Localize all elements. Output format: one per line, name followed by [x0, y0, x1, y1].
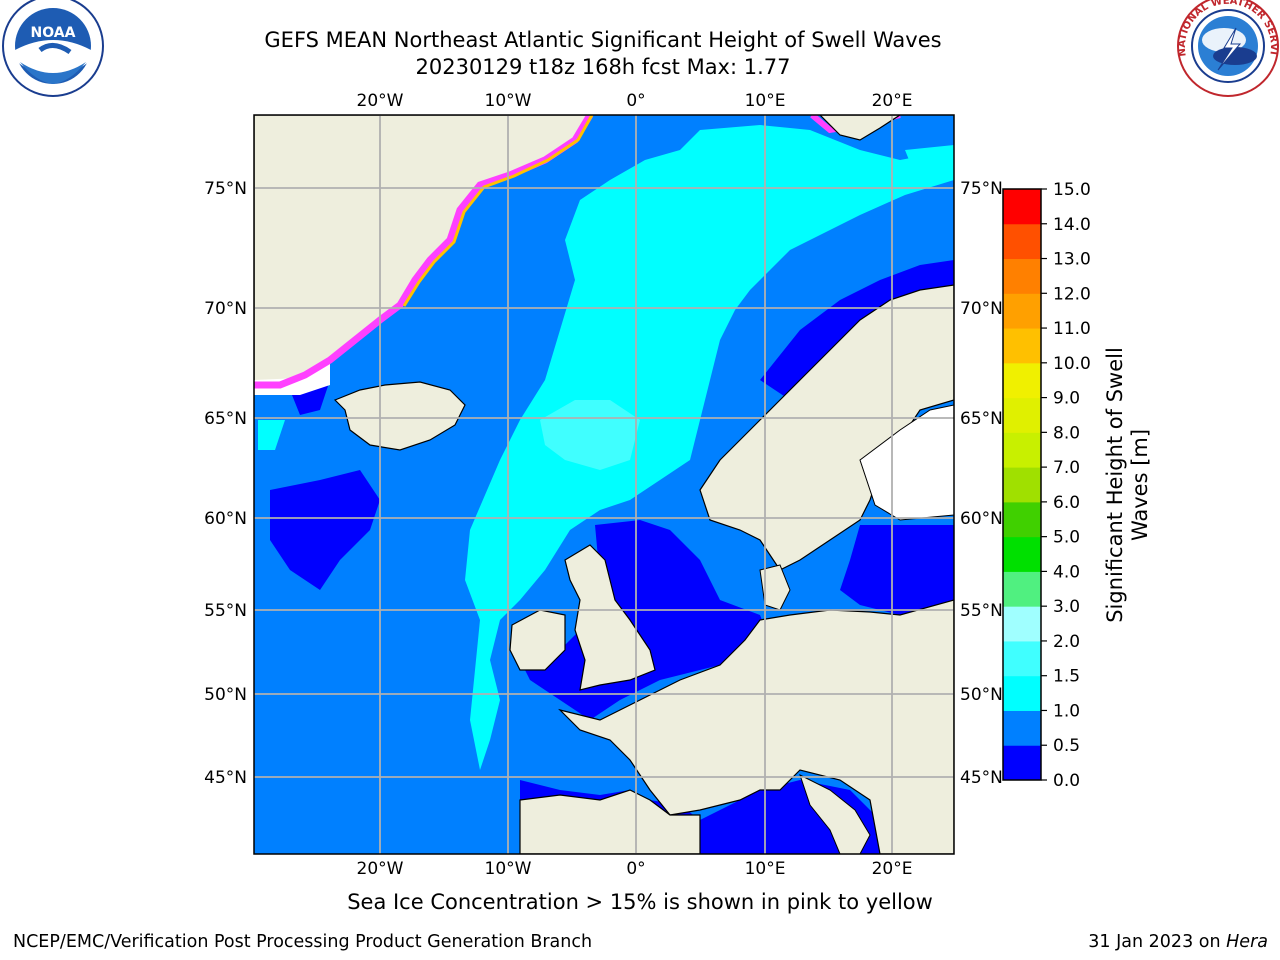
colorbar-tick-label: 0.5 — [1053, 736, 1080, 756]
nws-logo-text: NATIONAL WEATHER SERVICE — [0, 0, 1279, 57]
left-tick: 45°N — [204, 768, 247, 788]
colorbar-tick-label: 1.5 — [1053, 667, 1080, 687]
colorbar-ticks: 15.0 14.0 13.0 12.0 11.0 10.0 9.0 8.0 7.0 6.0 5.0 4… — [1041, 180, 1091, 791]
colorbar-band — [1003, 745, 1041, 781]
colorbar-band — [1003, 293, 1041, 329]
left-tick: 55°N — [204, 601, 247, 621]
colorbar — [1002, 188, 1042, 781]
map-gridlines — [254, 115, 954, 854]
ocean-cyan-region — [465, 125, 954, 770]
colorbar-frame — [1002, 188, 1042, 781]
footer-date-text: 31 Jan 2023 on — [1088, 932, 1227, 952]
colorbar-tick-label: 6.0 — [1053, 493, 1080, 513]
colorbar-tick-label: 9.0 — [1053, 389, 1080, 409]
colorbar-band — [1003, 710, 1041, 746]
colorbar-tick-label: 0.0 — [1053, 771, 1080, 791]
colorbar-tick-label: 4.0 — [1053, 562, 1080, 582]
top-tick: 10°W — [485, 91, 532, 111]
nws-logo: NATIONAL WEATHER SERVICE — [0, 0, 1279, 97]
footer-host: Hera — [1226, 932, 1268, 952]
top-tick: 20°W — [357, 91, 404, 111]
scandinavia-land — [699, 284, 954, 571]
bottom-tick: 0° — [626, 859, 645, 879]
noaa-logo: NOAA — [2, 0, 104, 97]
colorbar-tick-label: 8.0 — [1053, 423, 1080, 443]
colorbar-tick-label: 15.0 — [1053, 180, 1091, 200]
colorbar-tick-label: 12.0 — [1053, 284, 1091, 304]
right-tick: 70°N — [960, 299, 1003, 319]
colorbar-tick-label: 1.0 — [1053, 701, 1080, 721]
colorbar-band — [1003, 189, 1041, 225]
colorbar-band — [1003, 432, 1041, 468]
colorbar-label-line2: Waves [m] — [1128, 428, 1152, 542]
top-tick: 20°E — [872, 91, 913, 111]
colorbar-tick-label: 3.0 — [1053, 597, 1080, 617]
left-tick: 50°N — [204, 685, 247, 705]
map-frame — [253, 114, 955, 855]
right-tick: 55°N — [960, 601, 1003, 621]
chart-title: GEFS MEAN Northeast Atlantic Significant… — [264, 28, 942, 52]
top-tick: 10°E — [745, 91, 786, 111]
colorbar-tick-label: 7.0 — [1053, 458, 1080, 478]
europe-land — [558, 599, 954, 854]
colorbar-band — [1003, 362, 1041, 399]
colorbar-band — [1003, 606, 1041, 642]
colorbar-band — [1003, 328, 1041, 364]
noaa-logo-text: NOAA — [31, 25, 76, 41]
colorbar-band — [1003, 501, 1041, 538]
right-lat-ticks: 75°N 70°N 65°N 60°N 55°N 50°N 45°N — [960, 179, 1003, 788]
iberia-land — [519, 789, 701, 854]
colorbar-label-line1: Significant Height of Swell — [1103, 347, 1127, 623]
colorbar-band — [1003, 536, 1041, 572]
left-tick: 60°N — [204, 509, 247, 529]
top-tick: 0° — [626, 91, 645, 111]
right-tick: 65°N — [960, 409, 1003, 429]
colorbar-tick-label: 2.0 — [1053, 632, 1080, 652]
right-tick: 50°N — [960, 685, 1003, 705]
colorbar-band — [1003, 258, 1041, 294]
bottom-lon-ticks: 20°W 10°W 0° 10°E 20°E — [357, 859, 913, 879]
colorbar-band — [1003, 467, 1041, 503]
footer-date: 31 Jan 2023 on Hera — [1088, 932, 1268, 952]
colorbar-band — [1003, 223, 1041, 260]
svg-text:NATIONAL WEATHER SERVICE: NATIONAL WEATHER SERVICE — [0, 0, 1279, 57]
colorbar-tick-label: 14.0 — [1053, 215, 1091, 235]
left-tick: 75°N — [204, 179, 247, 199]
chart-subtitle: 20230129 t18z 168h fcst Max: 1.77 — [415, 55, 791, 79]
left-tick: 70°N — [204, 299, 247, 319]
right-tick: 60°N — [960, 509, 1003, 529]
colorbar-tick-label: 5.0 — [1053, 528, 1080, 548]
bottom-tick: 20°E — [872, 859, 913, 879]
bottom-tick: 20°W — [357, 859, 404, 879]
left-tick: 65°N — [204, 409, 247, 429]
sea-ice-edge — [254, 115, 594, 389]
colorbar-band — [1003, 675, 1041, 711]
map-area — [254, 115, 954, 854]
colorbar-tick-label: 13.0 — [1053, 250, 1091, 270]
colorbar-tick-label: 11.0 — [1053, 319, 1091, 339]
sea-ice-caption: Sea Ice Concentration > 15% is shown in … — [347, 890, 933, 914]
bottom-tick: 10°E — [745, 859, 786, 879]
left-lat-ticks: 75°N 70°N 65°N 60°N 55°N 50°N 45°N — [204, 179, 247, 788]
right-tick: 75°N — [960, 179, 1003, 199]
colorbar-band — [1003, 571, 1041, 607]
colorbar-tick-label: 10.0 — [1053, 354, 1091, 374]
right-tick: 45°N — [960, 768, 1003, 788]
iceland-land — [333, 381, 466, 451]
bottom-tick: 10°W — [485, 859, 532, 879]
colorbar-band — [1003, 640, 1041, 677]
footer-credit: NCEP/EMC/Verification Post Processing Pr… — [13, 932, 593, 952]
top-lon-ticks: 20°W 10°W 0° 10°E 20°E — [357, 91, 913, 111]
colorbar-band — [1003, 397, 1041, 433]
